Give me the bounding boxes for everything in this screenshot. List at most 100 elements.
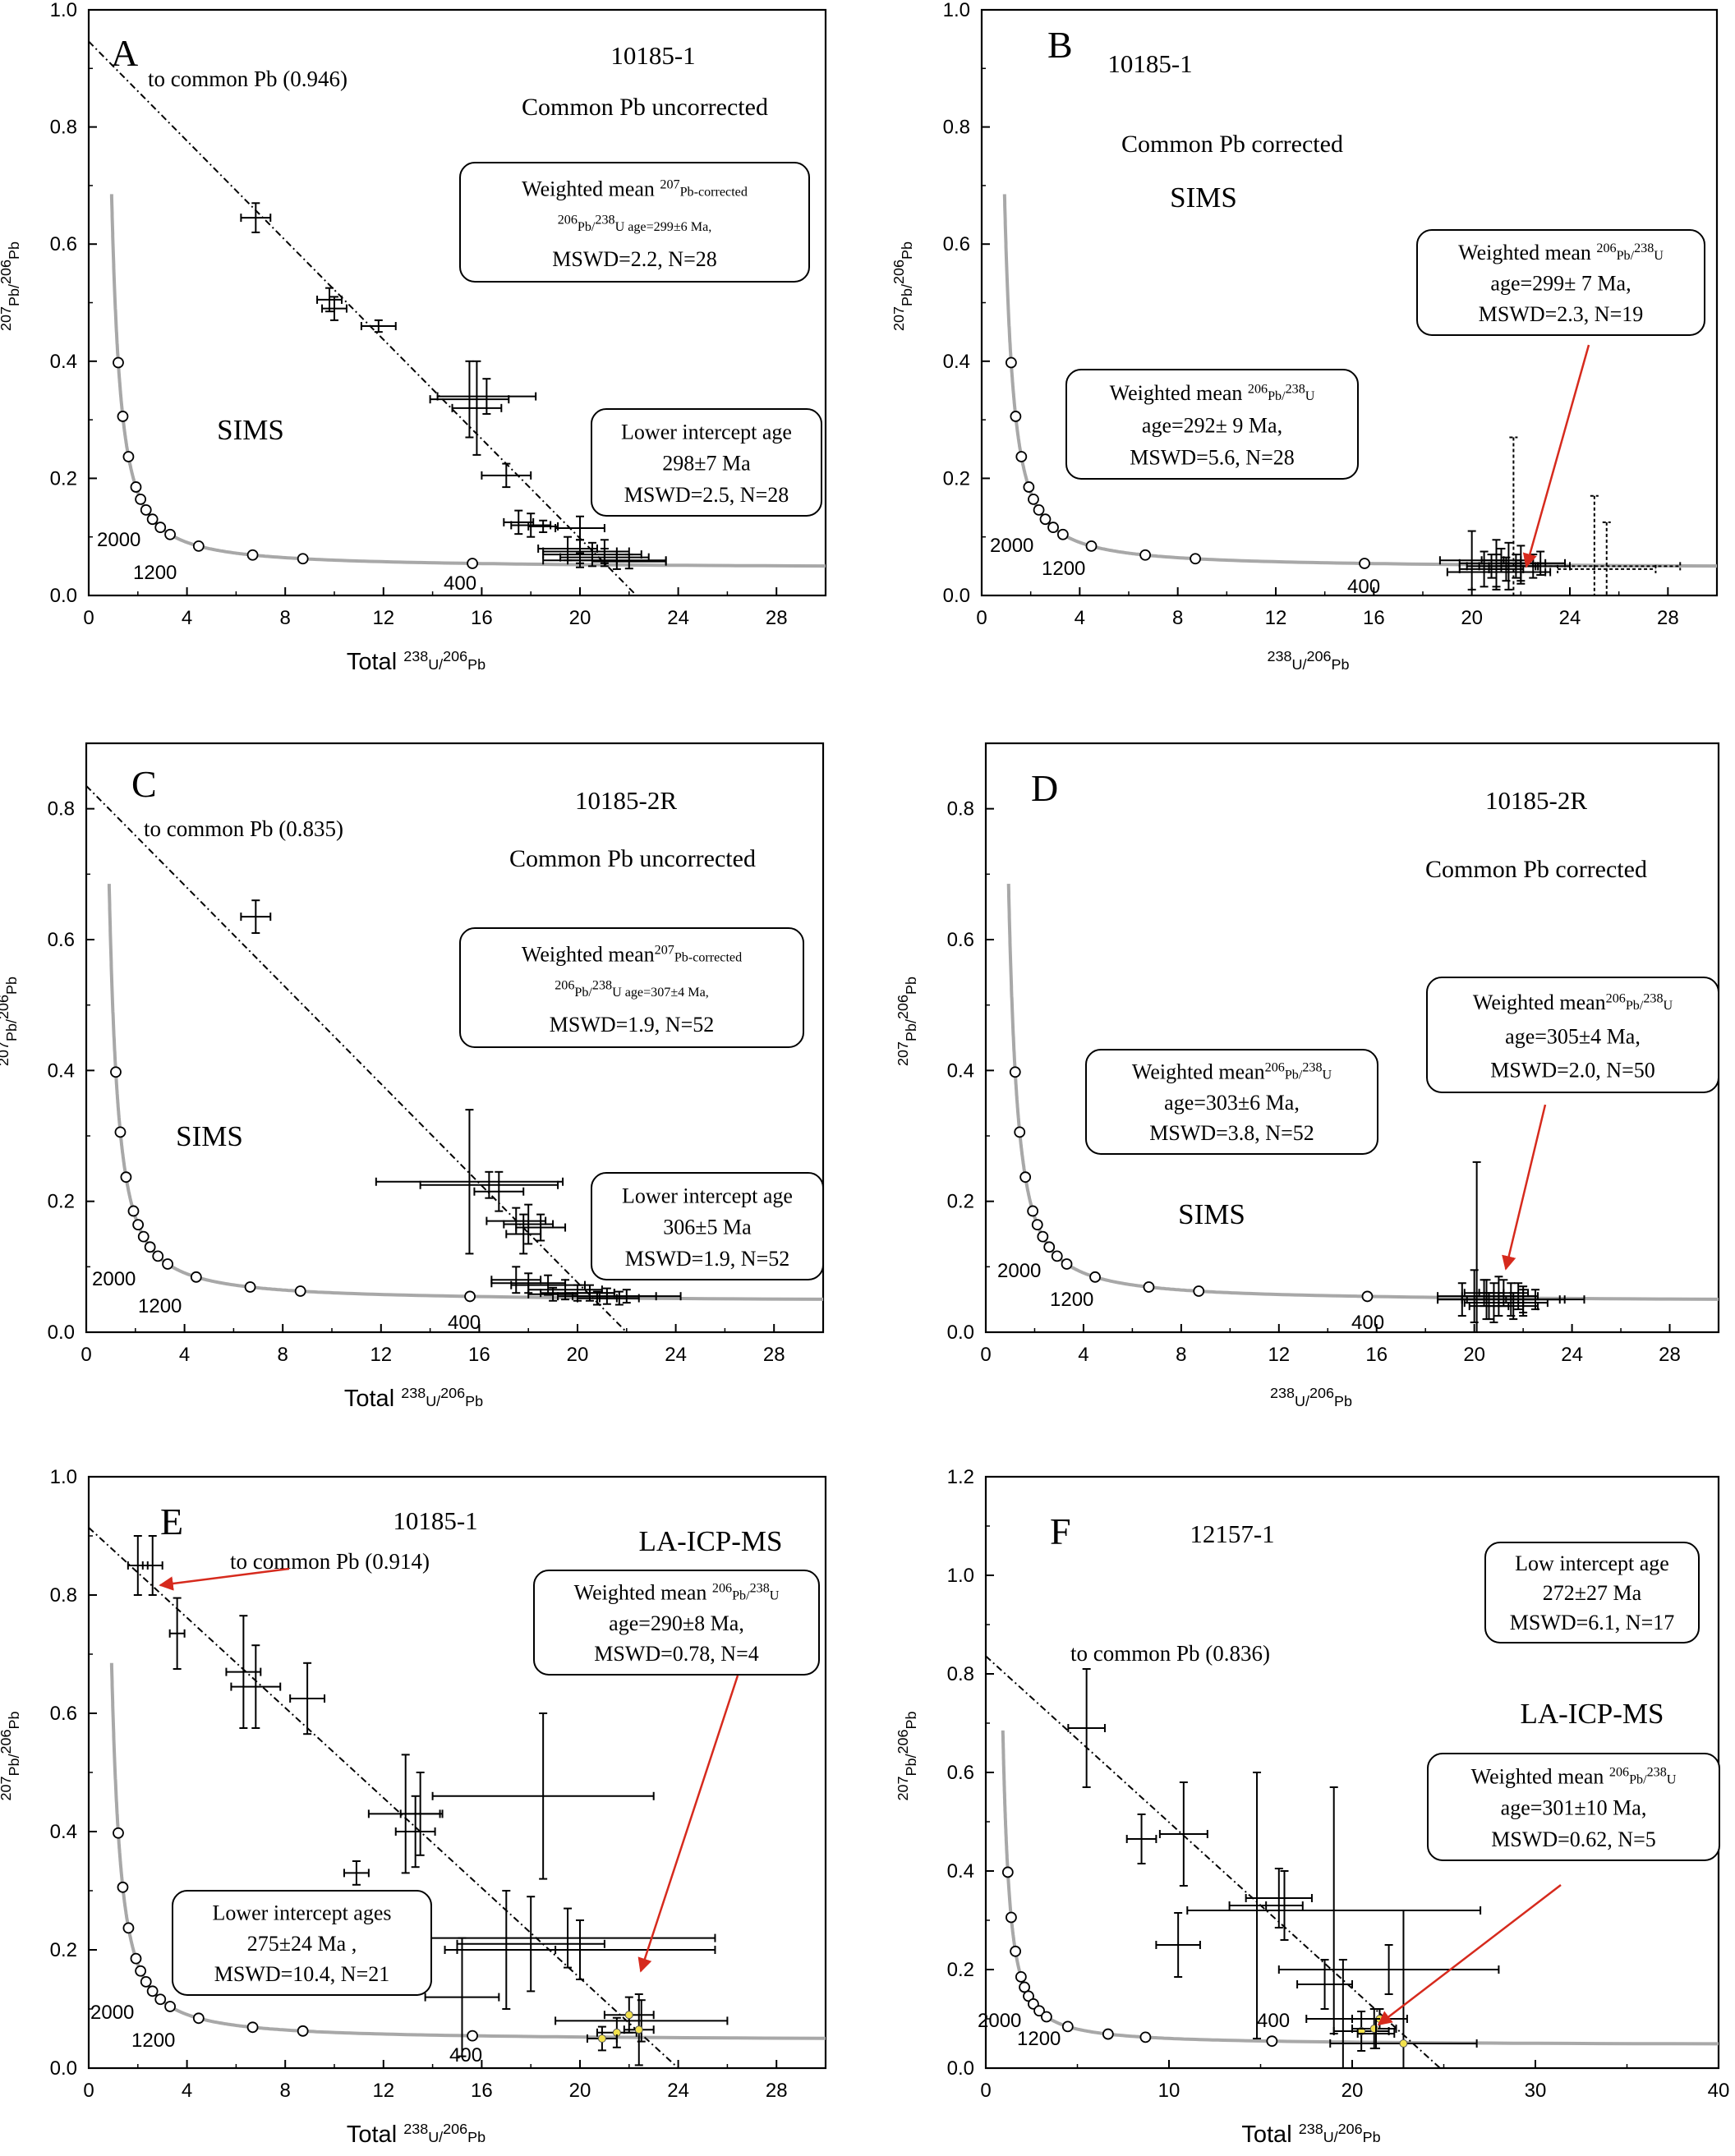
text-part: 238 bbox=[1286, 382, 1305, 396]
sample-id: 10185-1 bbox=[610, 41, 695, 70]
concordia-age-marker bbox=[1061, 2020, 1074, 2033]
text-part: 207 bbox=[895, 1041, 911, 1066]
annotation-arrow bbox=[159, 1567, 290, 1591]
text-part: Pb/ bbox=[903, 1754, 919, 1777]
y-tick-label: 0.8 bbox=[48, 798, 75, 821]
concordia-age-marker bbox=[144, 1241, 156, 1253]
text-part: 238 bbox=[1270, 1385, 1295, 1401]
text-part: MSWD=0.62, N=5 bbox=[1491, 1827, 1656, 1851]
concordia-age-marker bbox=[297, 553, 309, 565]
concordia-age-label: 1200 bbox=[133, 562, 177, 584]
annotation-line: age=292± 9 Ma, bbox=[1142, 413, 1282, 437]
annotation-frame bbox=[172, 1890, 432, 1996]
concordia-age-marker bbox=[162, 1258, 173, 1270]
concordia-age-marker bbox=[467, 2030, 478, 2042]
annotation-frame bbox=[1426, 977, 1719, 1093]
y-tick-label: 0.0 bbox=[48, 1322, 75, 1344]
text-part: 238 bbox=[401, 1385, 426, 1401]
concordia-age-marker bbox=[1190, 553, 1201, 565]
text-part: 272±27 Ma bbox=[1543, 1581, 1642, 1605]
correction-status: Common Pb corrected bbox=[1425, 856, 1647, 883]
data-point bbox=[1463, 1279, 1505, 1308]
concordia-age-marker bbox=[1019, 1981, 1030, 1993]
y-tick-label: 0.2 bbox=[48, 1191, 75, 1213]
concordia-age-marker bbox=[114, 1126, 127, 1138]
y-axis-label: 207Pb/206Pb bbox=[895, 1712, 919, 1801]
text-part: U/ bbox=[1323, 2129, 1338, 2145]
data-point bbox=[289, 1662, 326, 1735]
concordia-age-marker bbox=[246, 2021, 259, 2034]
text-part: Total bbox=[347, 2122, 403, 2148]
text-part: Weighted mean bbox=[1132, 1060, 1265, 1083]
text-part: 238 bbox=[1634, 241, 1654, 255]
data-point bbox=[429, 360, 510, 439]
chart-panel-d: 0 4 8 12 16 20 24 280.00.20.40.60.8238U/206Pb20… bbox=[895, 742, 1720, 1409]
text-part: 206 bbox=[440, 1385, 465, 1401]
data-point bbox=[473, 1170, 525, 1212]
text-part: 207 bbox=[0, 1041, 12, 1066]
text-part: 206 bbox=[555, 978, 574, 992]
panel-letter: A bbox=[111, 32, 138, 74]
concordia-age-marker bbox=[164, 528, 176, 540]
data-point bbox=[343, 1860, 370, 1886]
y-tick-label: 0.4 bbox=[947, 1060, 974, 1082]
x-tick-label: 28 bbox=[766, 607, 788, 629]
x-tick-label: 12 bbox=[372, 2080, 394, 2102]
text-part: 206 bbox=[0, 995, 12, 1019]
data-point bbox=[515, 1213, 567, 1242]
y-axis-label: 207Pb/206Pb bbox=[0, 241, 22, 331]
x-tick-label: 24 bbox=[665, 1344, 687, 1366]
text-part: Pb bbox=[1363, 2129, 1381, 2145]
x-tick-label: 20 bbox=[567, 1344, 589, 1366]
x-axis-label: Total 238U/206Pb bbox=[1241, 2121, 1380, 2148]
text-part: MSWD=2.5, N=28 bbox=[624, 483, 789, 507]
x-tick-label: 16 bbox=[1363, 607, 1385, 629]
text-part: Weighted mean bbox=[574, 1580, 712, 1604]
y-tick-label: 1.0 bbox=[50, 1466, 77, 1488]
text-part: 206 bbox=[0, 1730, 14, 1754]
y-tick-label: 0.6 bbox=[50, 1703, 77, 1725]
x-tick-label: 8 bbox=[280, 2080, 291, 2102]
text-part: 207 bbox=[655, 944, 674, 958]
concordia-age-marker bbox=[192, 540, 205, 552]
text-part: 306±5 Ma bbox=[663, 1216, 752, 1239]
annotation-line: Weighted mean207Pb-corrected bbox=[522, 943, 742, 967]
annotation-box: Low intercept age 272±27 Ma MSWD=6.1, N=17 bbox=[1484, 1542, 1700, 1643]
data-point bbox=[596, 2016, 637, 2048]
x-tick-label: 12 bbox=[1265, 607, 1287, 629]
x-tick-label: 24 bbox=[667, 607, 689, 629]
common-pb-discordia-line bbox=[89, 40, 637, 595]
data-point bbox=[1186, 1786, 1482, 2034]
data-point bbox=[586, 2025, 618, 2052]
annotation-line: age=301±10 Ma, bbox=[1501, 1796, 1647, 1820]
x-tick-label: 20 bbox=[569, 607, 591, 629]
concordia-age-label: 1200 bbox=[131, 2030, 175, 2052]
text-part: Weighted mean bbox=[1473, 991, 1606, 1014]
annotation-box: Lower intercept age 298±7 Ma MSWD=2.5, N=2… bbox=[591, 408, 822, 517]
data-point bbox=[1296, 1959, 1353, 2010]
x-tick-label: 28 bbox=[766, 2080, 788, 2102]
text-part: MSWD=2.3, N=19 bbox=[1479, 302, 1644, 326]
x-tick-label: 16 bbox=[1365, 1344, 1388, 1366]
y-tick-label: 0.0 bbox=[947, 1322, 974, 1344]
text-part: 207 bbox=[660, 178, 679, 192]
y-tick-label: 1.2 bbox=[947, 1466, 974, 1488]
annotation-frame bbox=[533, 1570, 820, 1676]
text-part: age=305±4 Ma, bbox=[1505, 1024, 1641, 1048]
annotation-line: MSWD=1.9, N=52 bbox=[550, 1013, 715, 1037]
concordia-age-marker bbox=[140, 503, 152, 516]
data-point bbox=[419, 1170, 559, 1199]
concordia-age-marker bbox=[113, 356, 124, 369]
x-tick-label: 20 bbox=[1342, 2080, 1364, 2102]
sample-id: 10185-1 bbox=[393, 1506, 477, 1535]
text-part: age=292± 9 Ma, bbox=[1142, 413, 1282, 437]
highlight-point bbox=[624, 2011, 633, 2020]
x-tick-label: 12 bbox=[370, 1344, 392, 1366]
data-point bbox=[1437, 1282, 1488, 1317]
concordia-age-marker bbox=[1061, 1258, 1073, 1270]
text-part: U/ bbox=[1292, 656, 1307, 673]
method-label: LA-ICP-MS bbox=[1520, 1698, 1664, 1730]
text-part: U/ bbox=[1295, 1393, 1309, 1409]
data-point bbox=[431, 1712, 655, 1880]
